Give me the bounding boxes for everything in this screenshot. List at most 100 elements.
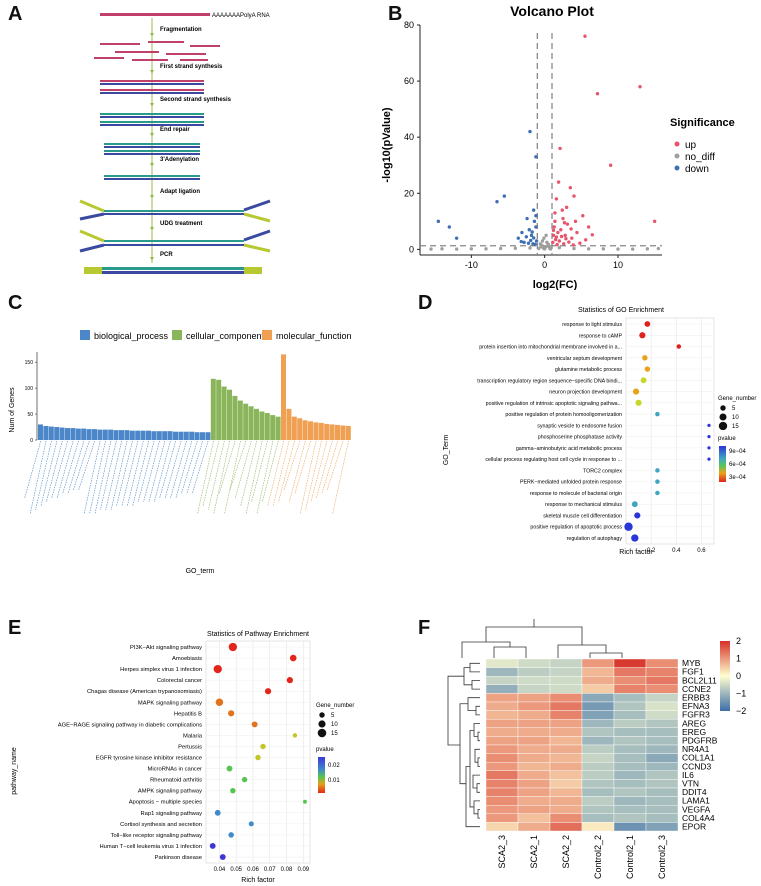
heatmap-cell <box>517 667 551 677</box>
gobar-bar-cellular_component <box>248 406 254 440</box>
godot-panel <box>625 317 715 545</box>
volcano-legend-swatch <box>674 153 680 159</box>
volcano-point-up <box>562 242 566 246</box>
volcano-ytick-label: 20 <box>404 188 414 198</box>
volcano-point-up <box>564 205 569 210</box>
heatmap-cell <box>613 701 647 711</box>
gobar-bar-molecular_function <box>329 424 335 440</box>
row-dendrogram-branch <box>467 697 480 711</box>
pathdot-xtick-label: 0.08 <box>281 867 293 873</box>
volcano-point-up <box>572 194 576 198</box>
godot-term-label: cellular process regulating host cell cy… <box>485 457 622 463</box>
heatmap-cell <box>485 770 519 780</box>
gobar-bar-cellular_component <box>243 403 249 440</box>
heatmap-cell <box>613 822 647 832</box>
heatmap-cell <box>613 667 647 677</box>
godot-point <box>644 366 651 372</box>
godot-size-swatch <box>718 421 728 431</box>
godot-point <box>640 377 647 384</box>
gobar-legend-label: cellular_component <box>186 331 265 341</box>
heatmap-row-label: NR4A1 <box>682 744 710 754</box>
godot-ylabel: GO_Term <box>443 435 450 466</box>
heatmap-cell <box>549 693 583 703</box>
volcano-point-no_diff <box>469 247 474 251</box>
volcano-point-no_diff <box>616 247 620 251</box>
heatmap-colorbar-label: −2 <box>736 706 746 716</box>
heatmap-row-label: CCNE2 <box>682 684 711 694</box>
volcano-point-no_diff <box>572 246 576 251</box>
pathdot-size-label: 15 <box>331 731 338 737</box>
heatmap-cell <box>645 684 679 694</box>
godot-xtick-label: 0.4 <box>672 548 681 554</box>
pathdot-point <box>209 843 216 849</box>
row-dendrogram-branch <box>475 705 480 716</box>
gobar-bar-cellular_component <box>227 389 232 440</box>
heatmap-cell <box>549 779 583 789</box>
heatmap-cell <box>613 813 647 823</box>
godot-point <box>644 321 651 327</box>
gobar-bar-cellular_component <box>210 378 216 440</box>
volcano-point-no_diff <box>540 239 545 243</box>
volcano-point-up <box>571 243 575 247</box>
volcano-point-no_diff <box>440 247 444 251</box>
heatmap-cell <box>645 761 679 771</box>
godot-xlabel: Rich factor <box>619 549 653 556</box>
heatmap-cell <box>549 727 583 737</box>
gobar-bar-biological_process <box>162 431 168 440</box>
heatmap-cell <box>485 736 519 746</box>
gobar-legend-swatch <box>262 330 272 340</box>
heatmap-cell <box>517 744 551 754</box>
heatmap-cell <box>517 710 551 720</box>
go-enrichment-dot-plot: Statistics of GO Enrichment GO_Term Rich… <box>443 307 756 556</box>
gobar-bar-biological_process <box>70 428 76 440</box>
gobar-tick-label <box>143 440 160 503</box>
heatmap-cell <box>613 804 647 814</box>
heatmap-row-label: VEGFA <box>682 804 711 814</box>
polya-label: PolyA RNA <box>240 13 270 19</box>
panel-label-e: E <box>8 617 22 639</box>
gobar-bar-molecular_function <box>345 425 351 440</box>
gobar-tick-label <box>321 440 338 495</box>
volcano-point-down <box>516 236 520 240</box>
heatmap-cell <box>549 761 583 771</box>
pathdot-point <box>230 787 236 794</box>
volcano-point-up <box>583 34 587 38</box>
heatmap-cell <box>581 822 615 832</box>
heatmap-cell <box>645 779 679 789</box>
heatmap-cell <box>549 822 583 832</box>
gobar-tick-label <box>326 440 344 491</box>
gobar-tick-label <box>62 440 79 495</box>
gobar-bar-cellular_component <box>237 400 243 440</box>
heatmap-cell <box>645 796 679 806</box>
row-dendrogram-branch <box>471 680 480 690</box>
panel-label-a: A <box>8 3 23 25</box>
gobar-bar-molecular_function <box>324 423 330 440</box>
go-bar-chart: biological_process cellular_component mole… <box>9 330 352 575</box>
gobar-bar-cellular_component <box>275 416 281 440</box>
gobar-bar-cellular_component <box>216 379 222 440</box>
heatmap-cell <box>549 710 583 720</box>
pathdot-size-title: Gene_number <box>316 703 354 709</box>
pathdot-term-label: Colorectal cancer <box>157 678 202 684</box>
volcano-xtick-label: -10 <box>465 260 478 270</box>
heatmap-cell <box>581 693 615 703</box>
volcano-legend-swatch <box>674 141 680 147</box>
heatmap-row-label: MYB <box>682 658 701 668</box>
gobar-bar-molecular_function <box>318 422 324 440</box>
heatmap-cell <box>485 779 519 789</box>
godot-point <box>655 411 660 417</box>
volcano-ytick-label: 40 <box>404 132 414 142</box>
gobar-tick-label <box>181 440 198 495</box>
volcano-point-down <box>520 230 524 235</box>
gobar-bar-biological_process <box>124 430 130 440</box>
gobar-tick-label <box>267 440 284 507</box>
row-dendrogram-branch <box>472 774 480 789</box>
heatmap-cell <box>485 804 519 814</box>
pathdot-colorbar <box>318 757 325 793</box>
gobar-bar-biological_process <box>173 431 178 440</box>
gobar-tick-label <box>191 440 209 495</box>
heatmap-cell <box>645 753 679 763</box>
heatmap-cell <box>549 736 583 746</box>
heatmap-cell <box>581 787 615 797</box>
row-dendrogram-branch <box>469 662 480 673</box>
